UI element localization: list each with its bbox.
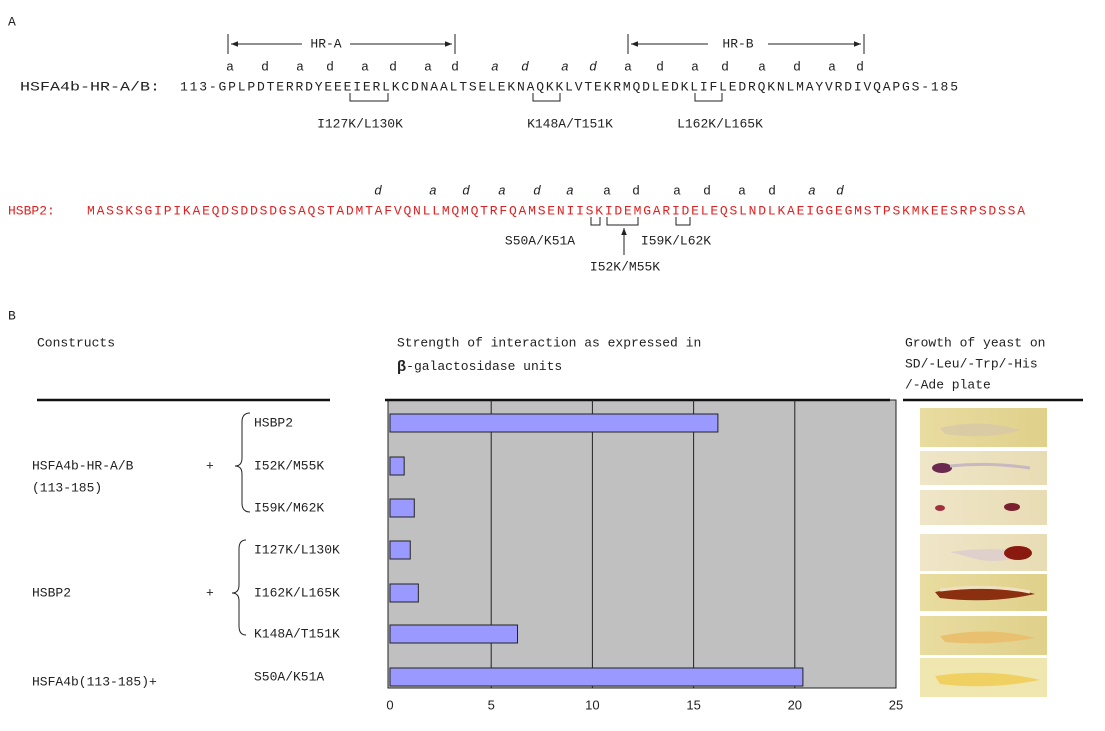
heptad-letter: d (261, 59, 269, 74)
mutation-label: S50A/K51A (505, 233, 575, 248)
mutation-label: K148A/T151K (527, 116, 613, 131)
group-label: HSBP2 (32, 585, 71, 600)
construct-name: HSBP2: (8, 203, 55, 218)
heptad-letter: a (491, 59, 499, 74)
heptad-letter: d (389, 59, 397, 74)
y-tick-label: HSBP2 (254, 415, 293, 430)
heptad-letter: d (793, 59, 801, 74)
group-label: HSFA4b-HR-A/B (32, 458, 134, 473)
panel-label: B (8, 308, 16, 323)
panel-label: A (8, 14, 16, 29)
yeast-plates (920, 408, 1047, 697)
column-header: SD/-Leu/-Trp/-His (905, 356, 1038, 371)
heptad-letter: d (374, 183, 382, 198)
figure: A HR-A HR-B HSFA4b-HR-A/B: 113-GPLPDTERR… (0, 0, 1105, 731)
heptad-letter: d (521, 59, 529, 74)
x-tick-label: 20 (788, 697, 802, 712)
heptad-letter: d (533, 183, 541, 198)
bar (390, 625, 518, 643)
group-label: + (206, 585, 214, 600)
mutation-label: I127K/L130K (317, 116, 403, 131)
y-tick-label: I127K/L130K (254, 542, 340, 557)
heptad-letter: d (589, 59, 597, 74)
heptad-letter: a (808, 183, 816, 198)
hr-label: HR-B (722, 36, 753, 51)
heptad-letter: a (624, 59, 632, 74)
bar (390, 457, 404, 475)
heptad-letter: d (856, 59, 864, 74)
column-header: β-galactosidase units (397, 358, 562, 375)
heptad-letter: d (768, 183, 776, 198)
group-label: HSFA4b(113-185)+ (32, 674, 157, 689)
beta: β (397, 358, 406, 375)
heptad-letter: a (429, 183, 437, 198)
heptad-letter: a (673, 183, 681, 198)
hr-label: HR-A (310, 36, 341, 51)
bar (390, 584, 418, 602)
bar (390, 414, 718, 432)
mutation-label: I59K/L62K (641, 233, 711, 248)
y-tick-label: K148A/T151K (254, 626, 340, 641)
heptad-letter: a (226, 59, 234, 74)
heptad-letter: a (691, 59, 699, 74)
brace (232, 540, 246, 635)
heptad-letter: d (462, 183, 470, 198)
heptad-letter: a (561, 59, 569, 74)
heptad-letter: a (566, 183, 574, 198)
plot-area (388, 400, 896, 688)
x-tick-label: 0 (386, 697, 393, 712)
bar (390, 541, 410, 559)
heptad-letter: a (296, 59, 304, 74)
heptad-letter: a (738, 183, 746, 198)
construct-name: HSFA4b-HR-A/B: (20, 79, 160, 94)
column-header: Strength of interaction as expressed in (397, 335, 701, 350)
x-tick-label: 10 (585, 697, 599, 712)
sequence: MASSKSGIPIKAEQDSDDSDGSAQSTADMTAFVQNLLMQM… (87, 203, 1025, 218)
heptad-letter: a (603, 183, 611, 198)
x-tick-label: 5 (488, 697, 495, 712)
bar (390, 668, 803, 686)
column-header: Constructs (37, 335, 115, 350)
heptad-letter: d (632, 183, 640, 198)
heptad-letter: d (656, 59, 664, 74)
group-label: + (206, 458, 214, 473)
column-header: Growth of yeast on (905, 335, 1045, 350)
heptad-letter: d (451, 59, 459, 74)
brace (235, 413, 250, 512)
heptad-letter: d (836, 183, 844, 198)
x-tick-label: 15 (686, 697, 700, 712)
heptad-letter: d (721, 59, 729, 74)
column-header: /-Ade plate (905, 377, 991, 392)
y-tick-label: S50A/K51A (254, 669, 324, 684)
heptad-letter: a (361, 59, 369, 74)
y-tick-label: I59K/M62K (254, 500, 324, 515)
y-tick-label: I52K/M55K (254, 458, 324, 473)
heptad-letter: d (326, 59, 334, 74)
heptad-letter: a (498, 183, 506, 198)
group-label: (113-185) (32, 480, 102, 495)
header-text: -galactosidase units (406, 359, 562, 374)
heptad-letter: d (703, 183, 711, 198)
heptad-letter: a (758, 59, 766, 74)
y-tick-label: I162K/L165K (254, 585, 340, 600)
bar (390, 499, 414, 517)
sequence: 113-GPLPDTERRDYEEEIERLKCDNAALTSELEKNAQKK… (180, 79, 958, 94)
mutation-label: I52K/M55K (590, 259, 660, 274)
x-tick-label: 25 (889, 697, 903, 712)
heptad-letter: a (424, 59, 432, 74)
heptad-letter: a (828, 59, 836, 74)
mutation-label: L162K/L165K (677, 116, 763, 131)
